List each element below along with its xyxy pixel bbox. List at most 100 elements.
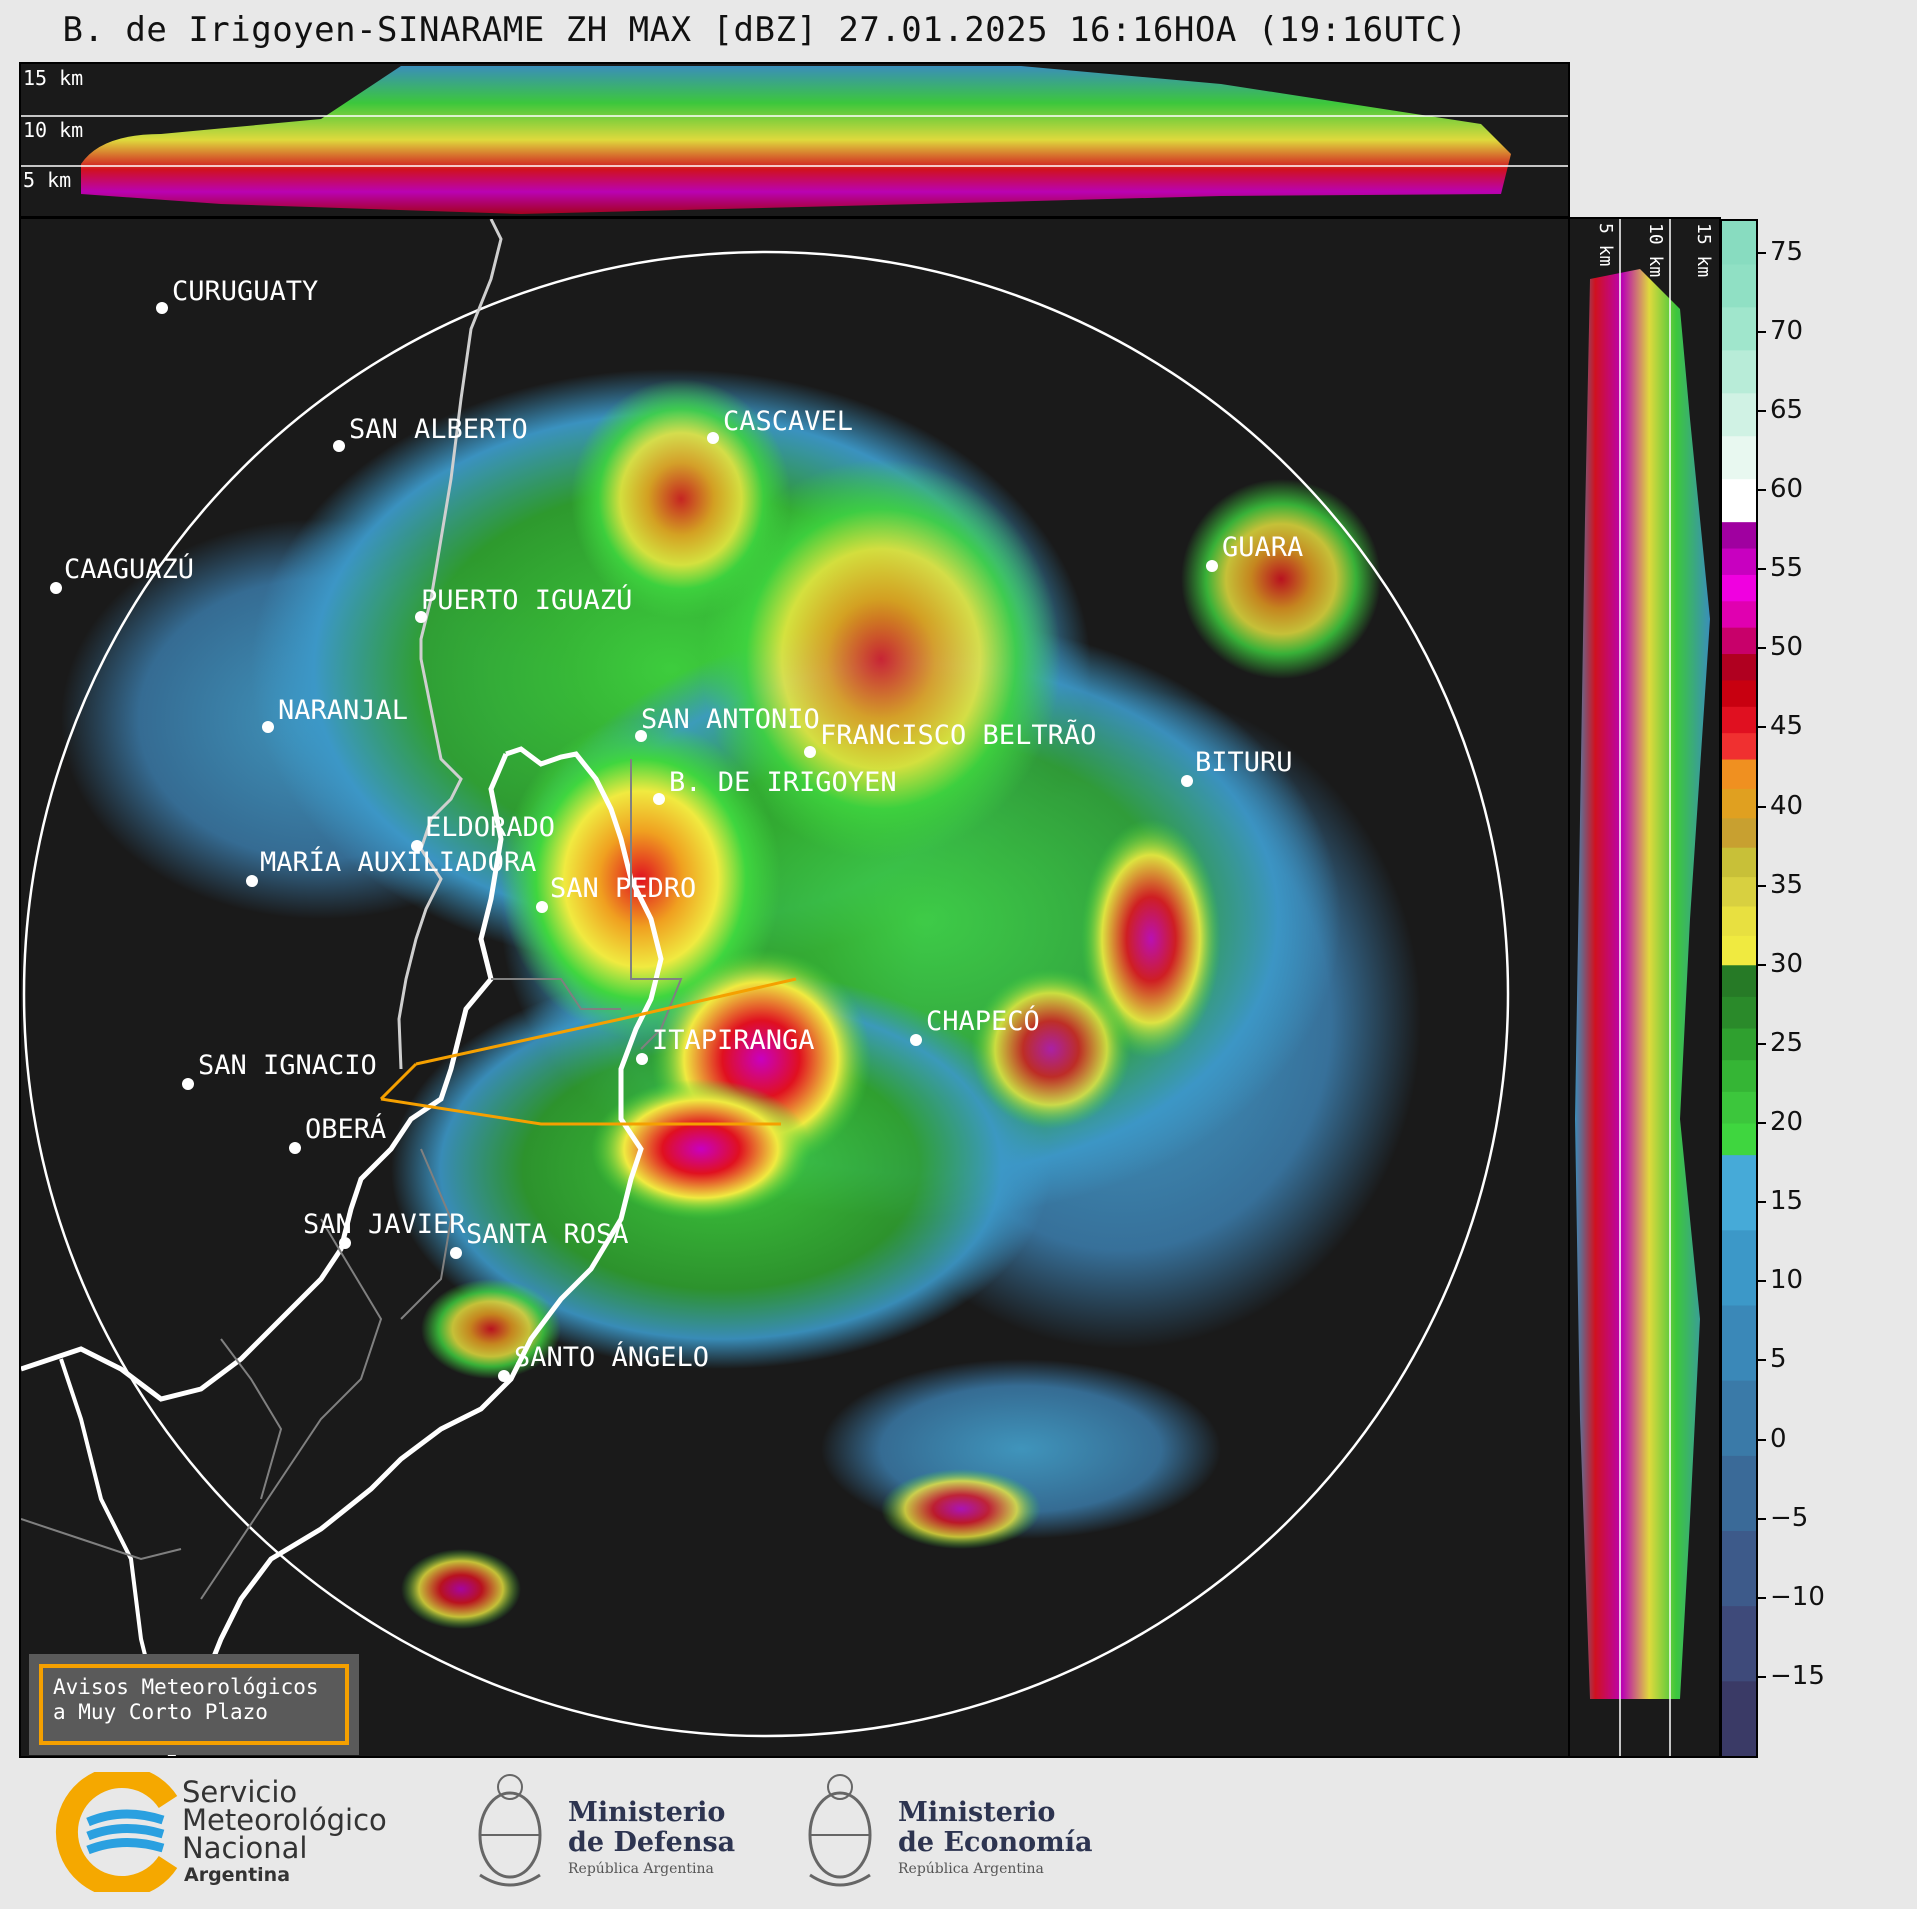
colorbar-tick-mark	[1758, 330, 1766, 333]
colorbar-band	[1722, 306, 1756, 351]
colorbar-tick-label: 55	[1770, 553, 1804, 584]
colorbar-tick-label: 75	[1770, 236, 1804, 267]
city-label: SAN ALBERTO	[349, 414, 528, 445]
colorbar-tick-mark	[1758, 409, 1766, 412]
radar-map-panel: CURUGUATY SAN ALBERTO CASCAVEL CAAGUAZÚ GUAR…	[19, 217, 1570, 1758]
defensa-line1: Ministerio	[568, 1797, 726, 1828]
defensa-line3: República Argentina	[568, 1861, 714, 1877]
smn-line4: Argentina	[184, 1864, 291, 1886]
page-title: B. de Irigoyen-SINARAME ZH MAX [dBZ] 27.…	[62, 10, 1468, 50]
colorbar-band	[1722, 263, 1756, 308]
colorbar-band	[1722, 996, 1756, 1029]
colorbar-band	[1722, 905, 1756, 936]
economia-line1: Ministerio	[898, 1797, 1056, 1828]
colorbar-tick-label: 40	[1770, 790, 1804, 821]
colorbar-tick-mark	[1758, 1280, 1766, 1283]
colorbar-tick-label: 60	[1770, 474, 1804, 505]
colorbar-band	[1722, 1380, 1756, 1456]
colorbar-band	[1722, 1680, 1756, 1756]
city-marker	[498, 1370, 510, 1382]
colorbar-band	[1722, 817, 1756, 848]
colorbar-band	[1722, 349, 1756, 394]
colorbar-tick-mark	[1758, 647, 1766, 650]
colorbar-band	[1722, 1455, 1756, 1531]
colorbar-band	[1722, 1028, 1756, 1061]
side-cross-section-panel: 5 km 10 km 15 km	[1568, 217, 1721, 1758]
city-label: B. DE IRIGOYEN	[669, 767, 897, 798]
top-alt-label-5: 5 km	[23, 168, 72, 192]
city-label: CAAGUAZÚ	[64, 553, 194, 585]
smn-line1: Servicio	[182, 1775, 298, 1809]
economia-line3: República Argentina	[898, 1861, 1044, 1877]
city-label: NARANJAL	[278, 695, 408, 726]
avisos-line1: Avisos Meteorológicos	[53, 1675, 319, 1699]
colorbar-band	[1722, 679, 1756, 707]
colorbar-band	[1722, 627, 1756, 655]
side-cross-section-svg: 5 km 10 km 15 km	[1575, 219, 1714, 1756]
colorbar-tick-label: 65	[1770, 394, 1804, 425]
city-layer: CURUGUATY SAN ALBERTO CASCAVEL CAAGUAZÚ GUAR…	[50, 276, 1303, 1382]
colorbar-tick-label: 70	[1770, 315, 1804, 346]
colorbar-tick-mark	[1758, 963, 1766, 966]
smn-line3: Nacional	[182, 1831, 308, 1865]
city-label: SAN ANTONIO	[641, 704, 820, 735]
colorbar-tick-mark	[1758, 489, 1766, 492]
colorbar-tick-label: 10	[1770, 1265, 1804, 1296]
colorbar-band	[1722, 732, 1756, 760]
colorbar-band	[1722, 221, 1756, 265]
city-label: CASCAVEL	[723, 406, 853, 437]
city-label: PUERTO IGUAZÚ	[421, 584, 632, 616]
colorbar-band	[1722, 1091, 1756, 1124]
colorbar-band	[1722, 521, 1756, 549]
colorbar-tick-label: 15	[1770, 1186, 1804, 1217]
colorbar-band	[1722, 876, 1756, 907]
top-alt-label-15: 15 km	[23, 66, 84, 90]
colorbar-band	[1722, 847, 1756, 878]
side-alt-label-15: 15 km	[1693, 223, 1714, 277]
colorbar-tick-mark	[1758, 1042, 1766, 1045]
defensa-name: Ministerio de Defensa	[568, 1798, 735, 1858]
city-label: ELDORADO	[425, 812, 555, 843]
colorbar-tick-label: −5	[1770, 1502, 1809, 1533]
city-marker	[289, 1142, 301, 1154]
city-marker	[182, 1078, 194, 1090]
colorbar-tick-label: 45	[1770, 711, 1804, 742]
city-marker	[635, 730, 647, 742]
colorbar-tick-mark	[1758, 251, 1766, 254]
city-label: SAN IGNACIO	[198, 1050, 377, 1081]
colorbar-tick-mark	[1758, 1438, 1766, 1441]
city-label: SAN PEDRO	[550, 873, 696, 904]
colorbar-band	[1722, 706, 1756, 734]
dbz-colorbar	[1720, 219, 1758, 1758]
colorbar-band	[1722, 435, 1756, 480]
smn-logo-icon	[55, 1772, 178, 1892]
city-marker	[1181, 775, 1193, 787]
city-label: SANTO ÁNGELO	[514, 1341, 709, 1373]
colorbar-band	[1722, 1059, 1756, 1092]
colorbar-tick-label: 50	[1770, 632, 1804, 663]
economia-name: Ministerio de Economía	[898, 1798, 1092, 1858]
colorbar-band	[1722, 1123, 1756, 1156]
city-label: CHAPECÓ	[926, 1005, 1040, 1037]
colorbar-band	[1722, 964, 1756, 997]
colorbar-band	[1722, 935, 1756, 966]
city-label: SANTA ROSA	[466, 1219, 629, 1250]
city-marker	[707, 432, 719, 444]
city-marker	[804, 746, 816, 758]
colorbar-band	[1722, 788, 1756, 819]
footer-logos: Servicio Meteorológico Nacional Argentin…	[0, 1760, 1917, 1909]
smn-line2: Meteorológico	[182, 1803, 387, 1837]
colorbar-band	[1722, 1229, 1756, 1306]
avisos-box: Avisos Meteorológicos a Muy Corto Plazo	[29, 1654, 359, 1755]
side-alt-label-10: 10 km	[1645, 223, 1666, 277]
colorbar-tick-mark	[1758, 1596, 1766, 1599]
city-marker	[450, 1247, 462, 1259]
colorbar-tick-mark	[1758, 1517, 1766, 1520]
city-label: FRANCISCO BELTRÃO	[820, 719, 1096, 751]
colorbar-tick-mark	[1758, 1675, 1766, 1678]
city-label: ITAPIRANGA	[652, 1025, 815, 1056]
colorbar-tick-label: −15	[1770, 1660, 1825, 1691]
colorbar-tick-label: 25	[1770, 1027, 1804, 1058]
city-label: SAN JAVIER	[303, 1209, 466, 1240]
radar-map-svg: CURUGUATY SAN ALBERTO CASCAVEL CAAGUAZÚ GUAR…	[21, 219, 1510, 1756]
